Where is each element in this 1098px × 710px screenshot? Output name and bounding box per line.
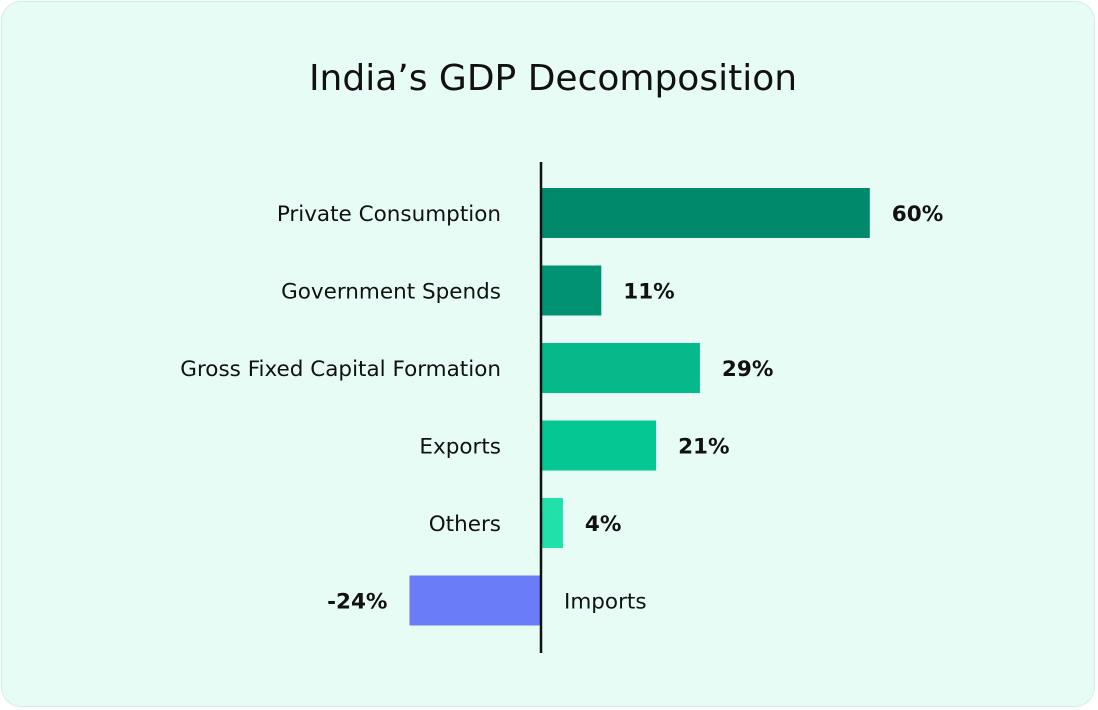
chart-title: India’s GDP Decomposition <box>309 58 797 99</box>
category-label-private-consumption: Private Consumption <box>277 202 501 227</box>
bar-others <box>541 498 563 548</box>
category-label-others: Others <box>429 512 501 537</box>
value-label-others: 4% <box>585 512 622 537</box>
bar-exports <box>541 420 657 471</box>
bar-government-spends <box>541 265 602 316</box>
category-label-gross-fixed-capital-formation: Gross Fixed Capital Formation <box>180 357 501 382</box>
bar-imports <box>409 575 541 626</box>
bars-layer <box>409 188 870 626</box>
category-label-exports: Exports <box>419 435 501 460</box>
value-label-private-consumption: 60% <box>892 202 943 227</box>
bar-private-consumption <box>541 188 870 238</box>
value-label-gross-fixed-capital-formation: 29% <box>722 357 773 382</box>
labels-layer: Private Consumption 60% Government Spends 1… <box>180 202 943 615</box>
category-label-government-spends: Government Spends <box>281 280 501 305</box>
value-label-exports: 21% <box>678 435 729 460</box>
bar-gross-fixed-capital-formation <box>541 343 700 393</box>
value-label-government-spends: 11% <box>623 280 674 305</box>
category-label-imports: Imports <box>564 590 647 615</box>
value-label-imports: -24% <box>327 590 387 615</box>
